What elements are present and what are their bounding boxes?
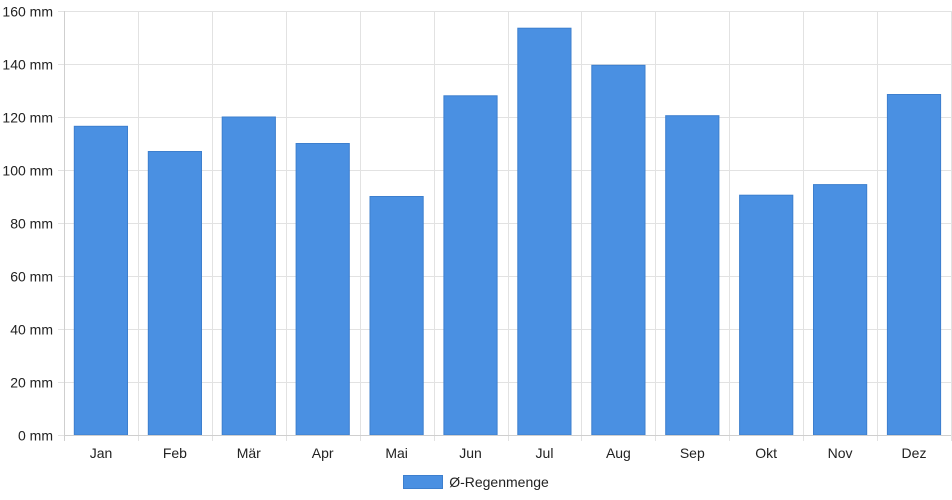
bar-okt	[739, 194, 794, 436]
bar-apr	[295, 143, 350, 436]
x-tick-label: Mai	[385, 445, 408, 461]
y-tick-label: 80 mm	[10, 216, 53, 232]
x-tick-label: Jun	[459, 445, 482, 461]
x-tick-label: Aug	[606, 445, 631, 461]
x-tick-label: Okt	[755, 445, 777, 461]
y-tick-label: 60 mm	[10, 269, 53, 285]
y-tick-label: 120 mm	[2, 110, 53, 126]
legend-swatch	[403, 475, 444, 489]
y-tick-label: 160 mm	[2, 4, 53, 20]
bar-mär	[221, 116, 276, 436]
bar-jul	[517, 27, 572, 436]
bar-nov	[813, 184, 868, 436]
bar-sep	[665, 115, 720, 436]
bar-aug	[591, 64, 646, 436]
x-tick-label: Sep	[680, 445, 705, 461]
y-tick-label: 20 mm	[10, 375, 53, 391]
x-tick-label: Jul	[536, 445, 554, 461]
x-tick-label: Dez	[902, 445, 927, 461]
chart-legend: Ø-Regenmenge	[0, 472, 952, 492]
y-tick-label: 100 mm	[2, 163, 53, 179]
x-tick-label: Feb	[163, 445, 187, 461]
bar-jan	[73, 125, 129, 436]
x-tick-label: Nov	[828, 445, 853, 461]
y-tick-label: 40 mm	[10, 322, 53, 338]
legend-label: Ø-Regenmenge	[449, 474, 549, 490]
x-tick-label: Mär	[237, 445, 261, 461]
bar-jun	[443, 95, 498, 436]
x-tick-label: Jan	[90, 445, 113, 461]
bar-mai	[369, 196, 424, 436]
y-tick-label: 0 mm	[18, 428, 53, 444]
bar-feb	[147, 151, 203, 436]
x-tick-label: Apr	[312, 445, 334, 461]
y-tick-label: 140 mm	[2, 57, 53, 73]
bar-dez	[886, 94, 942, 436]
